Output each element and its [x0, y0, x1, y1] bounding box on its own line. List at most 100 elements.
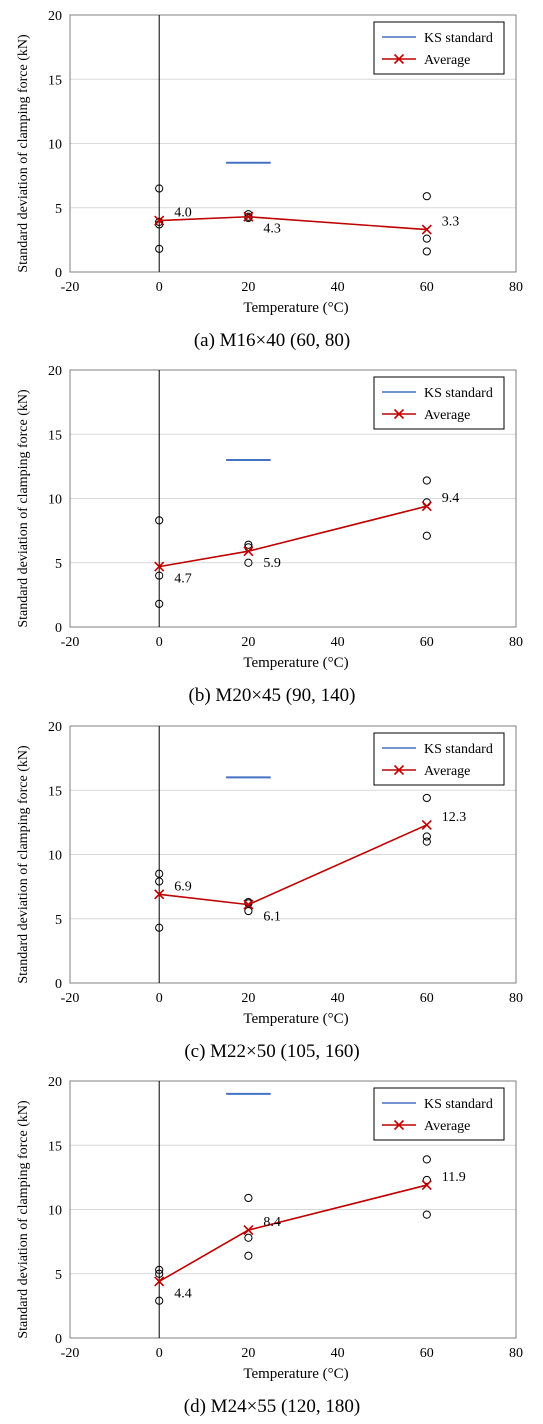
average-data-label: 6.1: [263, 910, 281, 925]
x-tick-label: 80: [509, 635, 523, 650]
y-tick-label: 10: [48, 493, 62, 508]
chart-caption: (b) M20×45 (90, 140): [189, 685, 356, 706]
legend-ks-label: KS standard: [424, 386, 493, 401]
x-tick-label: -20: [61, 991, 80, 1006]
data-point: [422, 1155, 431, 1164]
average-marker: [421, 1180, 432, 1191]
legend-box: [373, 1087, 505, 1141]
x-tick-label: 0: [156, 991, 163, 1006]
x-tick-label: 40: [331, 280, 345, 295]
x-axis-title: Temperature (°C): [243, 1011, 348, 1027]
y-tick-label: 5: [55, 557, 62, 572]
average-marker: [154, 1276, 165, 1287]
x-tick-label: 0: [156, 1346, 163, 1361]
data-point: [244, 1251, 253, 1260]
data-point: [422, 247, 431, 256]
average-line: [159, 824, 428, 906]
legend: KS standard Average: [373, 1087, 505, 1141]
chart-caption: (c) M22×50 (105, 160): [184, 1041, 359, 1062]
average-data-label: 3.3: [442, 215, 460, 230]
legend-box: [373, 21, 505, 75]
data-point: [422, 498, 431, 507]
average-marker: [154, 215, 165, 226]
average-marker: [421, 224, 432, 235]
data-point: [422, 192, 431, 201]
data-point: [155, 599, 164, 608]
y-axis-title: Standard deviation of clamping force (kN…: [16, 745, 31, 984]
average-data-label: 4.7: [174, 572, 192, 587]
data-point: [422, 476, 431, 485]
x-tick-label: -20: [61, 280, 80, 295]
y-axis-title: Standard deviation of clamping force (kN…: [16, 34, 31, 273]
data-point: [244, 213, 253, 223]
y-tick-label: 10: [48, 1204, 62, 1219]
legend-ks-label: KS standard: [424, 1097, 493, 1112]
x-tick-label: 0: [156, 635, 163, 650]
legend: KS standard Average: [373, 21, 505, 75]
x-tick-label: 40: [331, 1346, 345, 1361]
plot-area: [69, 1080, 517, 1339]
plot-area: [69, 369, 517, 628]
y-tick-label: 0: [55, 621, 62, 636]
chart-caption: (a) M16×40 (60, 80): [194, 330, 350, 351]
x-tick-label: -20: [61, 635, 80, 650]
y-tick-label: 20: [48, 9, 62, 24]
y-axis-title: Standard deviation of clamping force (kN…: [16, 389, 31, 628]
average-data-label: 11.9: [442, 1170, 466, 1185]
legend-average-marker: [393, 53, 405, 65]
data-point: [155, 516, 164, 525]
data-point: [422, 1175, 431, 1185]
y-tick-label: 20: [48, 364, 62, 379]
x-tick-label: 60: [420, 991, 434, 1006]
legend-average-label: Average: [424, 764, 470, 779]
data-point: [422, 531, 431, 540]
legend-ks-label: KS standard: [424, 31, 493, 46]
y-tick-label: 20: [48, 720, 62, 735]
legend-box: [373, 376, 505, 430]
x-tick-label: 60: [420, 1346, 434, 1361]
legend-box: [373, 732, 505, 786]
data-point: [244, 906, 253, 916]
x-tick-label: 80: [509, 280, 523, 295]
legend-average-marker: [393, 764, 405, 776]
data-point: [422, 837, 431, 846]
average-data-label: 8.4: [263, 1215, 281, 1230]
data-point: [155, 1269, 164, 1278]
data-point: [244, 1233, 253, 1242]
legend-average-marker: [393, 408, 405, 420]
y-axis-title: Standard deviation of clamping force (kN…: [16, 1100, 31, 1339]
average-marker: [154, 561, 165, 572]
data-point: [155, 217, 164, 226]
x-tick-label: 20: [241, 991, 255, 1006]
legend-average-marker: [393, 1119, 405, 1131]
average-data-label: 5.9: [263, 556, 281, 571]
average-marker: [243, 1224, 254, 1236]
average-data-label: 4.3: [263, 222, 281, 237]
plot-area: [69, 14, 517, 273]
y-tick-label: 10: [48, 138, 62, 153]
average-marker: [243, 899, 254, 910]
x-axis-title: Temperature (°C): [243, 1366, 348, 1382]
x-tick-label: 60: [420, 635, 434, 650]
x-tick-label: 40: [331, 991, 345, 1006]
data-point: [155, 244, 164, 253]
data-point: [155, 923, 164, 932]
y-tick-label: 15: [48, 784, 62, 799]
legend: KS standard Average: [373, 376, 505, 430]
average-marker: [243, 546, 254, 557]
y-tick-label: 0: [55, 1332, 62, 1347]
y-tick-label: 20: [48, 1075, 62, 1090]
average-marker: [154, 889, 165, 900]
data-point: [155, 1265, 164, 1274]
x-tick-label: 20: [241, 280, 255, 295]
average-marker: [421, 819, 432, 831]
x-tick-label: 20: [241, 1346, 255, 1361]
x-tick-label: 40: [331, 635, 345, 650]
x-axis-title: Temperature (°C): [243, 655, 348, 671]
data-point: [244, 540, 253, 549]
x-tick-label: 60: [420, 280, 434, 295]
